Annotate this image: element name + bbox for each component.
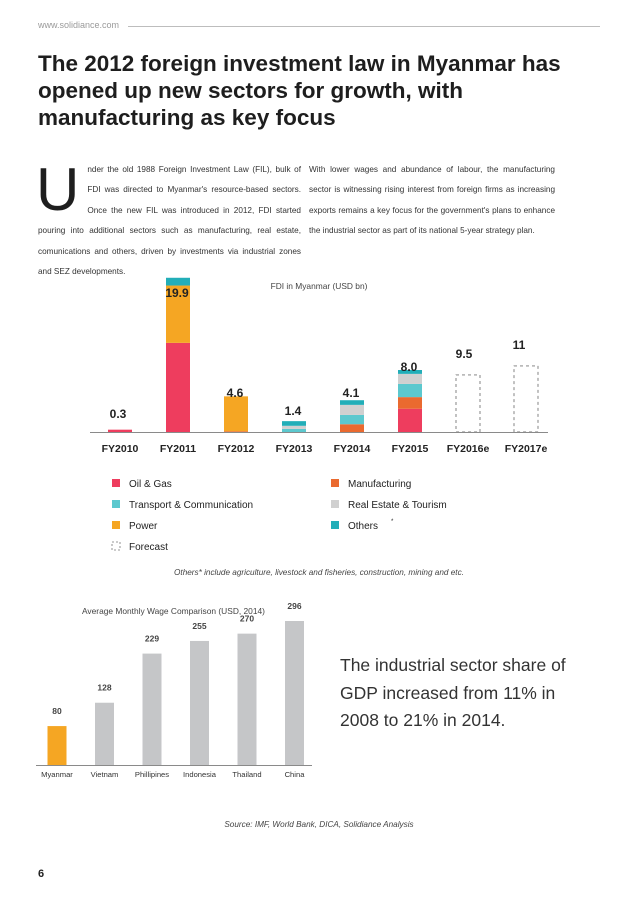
fdi-bar-segment	[398, 370, 422, 374]
fdi-forecast-bar	[513, 365, 539, 433]
fdi-bar-segment	[282, 428, 306, 432]
wage-category-label: Phillipines	[135, 770, 169, 779]
fdi-total-label: 8.0	[401, 360, 418, 374]
legend-label: Oil & Gas	[129, 479, 172, 490]
legend-swatch	[112, 521, 120, 529]
fdi-bar-segment	[398, 373, 422, 384]
fdi-chart: FDI in Myanmar (USD bn) 0.3 FY2010 19.9 FY20…	[90, 277, 548, 577]
legend-label: Power	[129, 521, 158, 532]
fdi-category-label: FY2012	[218, 443, 255, 455]
site-url: www.solidiance.com	[38, 20, 120, 30]
drop-cap: U	[36, 156, 80, 223]
legend-swatch-forecast	[111, 541, 121, 551]
wage-category-label: Indonesia	[183, 770, 217, 779]
fdi-bar-segment	[340, 404, 364, 415]
fdi-bar-segment	[398, 383, 422, 398]
legend-label-forecast: Forecast	[129, 542, 168, 553]
wage-chart: Average Monthly Wage Comparison (USD, 20…	[36, 601, 312, 779]
legend-swatch	[331, 479, 339, 487]
page-title: The 2012 foreign investment law in Myanm…	[38, 51, 561, 130]
fdi-bar-segment	[224, 431, 248, 432]
legend-swatch	[112, 500, 120, 508]
wage-bar	[47, 726, 67, 765]
fdi-bar-segment	[398, 408, 422, 432]
fdi-bar-segment	[108, 429, 132, 432]
source-note: Source: IMF, World Bank, DICA, Solidianc…	[224, 820, 414, 829]
wage-category-label: Myanmar	[41, 770, 73, 779]
body-text-left: nder the old 1988 Foreign Investment Law…	[38, 165, 301, 277]
fdi-bar-segment	[166, 285, 190, 343]
fdi-total-label: 19.9	[165, 286, 189, 300]
header-divider	[128, 26, 600, 27]
fdi-total-label: 4.1	[343, 386, 360, 400]
legend-swatch	[331, 521, 339, 529]
page-number: 6	[38, 868, 45, 880]
wage-callout: The industrial sector share of GDP incre…	[340, 655, 566, 730]
fdi-bar-segment	[340, 424, 364, 432]
fdi-category-label: FY2010	[102, 443, 139, 455]
fdi-total-label: 11	[513, 338, 526, 352]
fdi-bar-segment	[340, 414, 364, 425]
wage-bar	[190, 640, 209, 765]
fdi-footnote: Others* include agriculture, livestock a…	[174, 568, 464, 577]
fdi-forecast-bar	[455, 374, 481, 433]
fdi-bar-segment	[282, 421, 306, 426]
fdi-bar-segment	[166, 342, 190, 432]
wage-value-label: 229	[145, 634, 159, 644]
fdi-total-label: 0.3	[110, 407, 127, 421]
fdi-chart-title: FDI in Myanmar (USD bn)	[271, 281, 368, 291]
fdi-category-label: FY2011	[160, 443, 196, 455]
legend-label: Transport & Communication	[129, 500, 253, 511]
wage-category-label: Vietnam	[91, 770, 119, 779]
fdi-category-label: FY2014	[334, 443, 371, 455]
fdi-bar-segment	[282, 425, 306, 429]
wage-bar	[95, 702, 114, 765]
wage-value-label: 270	[240, 614, 254, 624]
fdi-bar-segment	[398, 397, 422, 409]
fdi-category-label: FY2016e	[447, 443, 490, 455]
fdi-bar-segment	[340, 400, 364, 405]
wage-bar	[142, 653, 162, 765]
fdi-bar-segment	[224, 396, 248, 432]
wage-bar	[237, 633, 257, 765]
wage-value-label: 255	[192, 621, 206, 631]
legend-label: Manufacturing	[348, 479, 411, 490]
wage-value-label: 296	[287, 601, 301, 611]
wage-category-label: China	[285, 770, 306, 779]
wage-value-label: 80	[52, 706, 62, 716]
fdi-bar-segment	[166, 277, 190, 286]
fdi-total-label: 1.4	[285, 404, 302, 418]
wage-chart-title: Average Monthly Wage Comparison (USD, 20…	[82, 606, 265, 616]
fdi-total-label: 9.5	[456, 347, 473, 361]
legend-superscript: *	[391, 519, 394, 525]
fdi-category-label: FY2013	[276, 443, 313, 455]
fdi-total-label: 4.6	[227, 386, 244, 400]
fdi-category-label: FY2017e	[505, 443, 548, 455]
legend-swatch	[331, 500, 339, 508]
fdi-category-label: FY2015	[392, 443, 429, 455]
body-column-right: With lower wages and abundance of labour…	[309, 165, 555, 236]
wage-category-label: Thailand	[232, 770, 261, 779]
wage-bar	[285, 620, 304, 765]
legend-label: Real Estate & Tourism	[348, 500, 447, 511]
legend-swatch	[112, 479, 120, 487]
wage-value-label: 128	[97, 683, 111, 693]
legend-label: Others	[348, 521, 378, 532]
